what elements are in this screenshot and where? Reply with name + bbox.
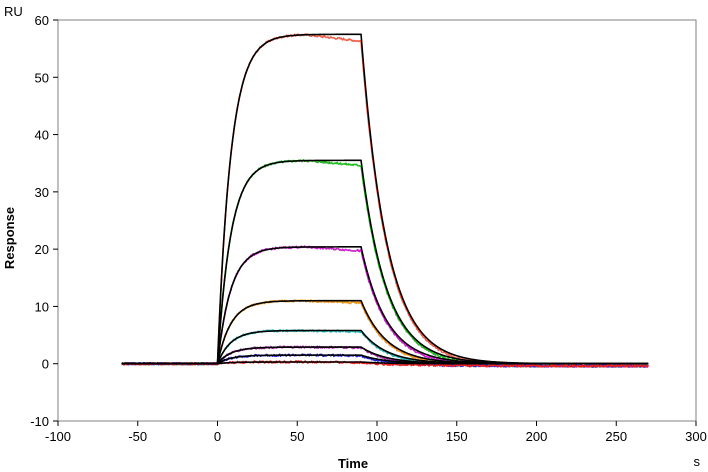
y-tick-label: -10 <box>30 414 49 429</box>
x-axis-title: Time <box>338 456 368 471</box>
measured-curve <box>121 159 649 368</box>
fit-curve <box>121 361 649 365</box>
x-tick-label: 250 <box>605 429 627 444</box>
x-tick-label: 150 <box>446 429 468 444</box>
x-tick-label: 100 <box>366 429 388 444</box>
y-tick-label: 50 <box>35 70 49 85</box>
y-unit-label: RU <box>4 4 23 19</box>
x-tick-label: -50 <box>128 429 147 444</box>
x-unit-label: s <box>694 454 701 469</box>
y-tick-label: 40 <box>35 128 49 143</box>
y-tick-label: 10 <box>35 299 49 314</box>
y-tick-label: 60 <box>35 13 49 28</box>
fit-curve <box>121 33 649 365</box>
y-axis-title: Response <box>2 207 17 269</box>
x-tick-label: 0 <box>214 429 221 444</box>
x-tick-label: 200 <box>526 429 548 444</box>
x-tick-label: -100 <box>45 429 71 444</box>
y-tick-label: 30 <box>35 185 49 200</box>
plot-area: -100 -50 0 50 100 150 200 250 300-10010203040506… <box>30 13 707 444</box>
fit-curve <box>121 246 649 365</box>
x-tick-label: 300 <box>685 429 707 444</box>
fit-curve <box>121 159 649 365</box>
y-tick-label: 20 <box>35 242 49 257</box>
y-tick-label: 0 <box>42 357 49 372</box>
x-tick-label: 50 <box>290 429 304 444</box>
measured-curve <box>121 245 649 368</box>
fit-curve <box>121 299 649 365</box>
